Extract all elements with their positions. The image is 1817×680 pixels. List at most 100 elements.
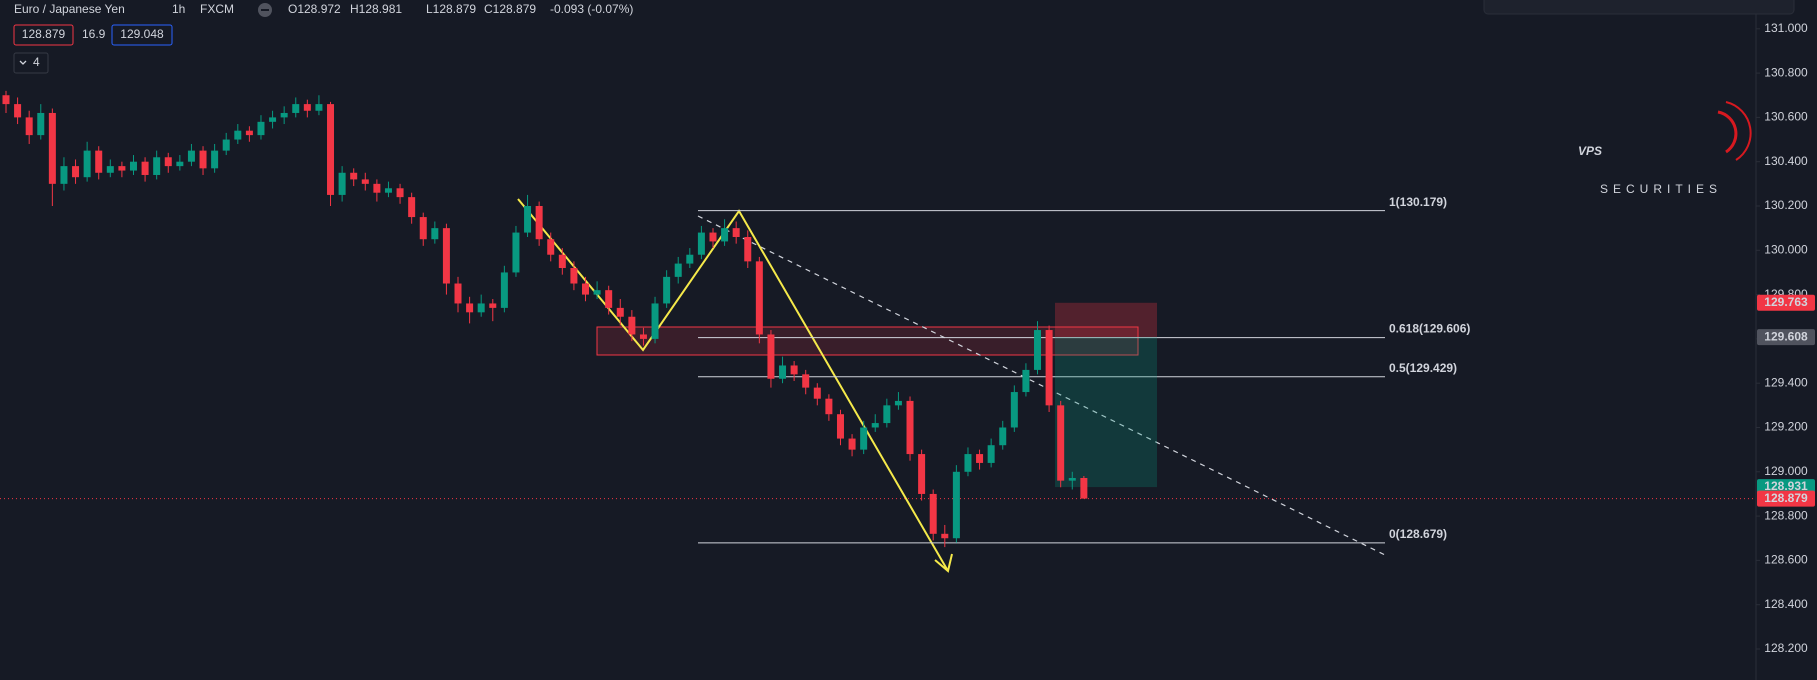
candle-body (118, 166, 126, 171)
spread: 16.9 (82, 27, 106, 41)
candle-body (894, 400, 902, 406)
candle-body (477, 303, 485, 313)
indicators-count: 4 (33, 55, 40, 69)
trendline (697, 215, 1386, 556)
price-label: 128.931 (1764, 479, 1808, 493)
candle-body (871, 423, 879, 428)
candle-body (141, 161, 149, 175)
y-tick-label: 131.000 (1764, 21, 1808, 35)
candle-body (860, 427, 868, 450)
candle-body (106, 166, 114, 173)
candle-body (976, 454, 984, 463)
candle-body (558, 254, 566, 269)
high: H128.981 (350, 2, 402, 16)
candle-body (303, 104, 311, 111)
candle-body (999, 427, 1007, 446)
candle-body (825, 398, 833, 415)
candle-body (628, 316, 636, 335)
exchange: FXCM (200, 2, 234, 16)
candle-body (25, 117, 33, 136)
y-tick-label: 130.000 (1764, 242, 1808, 256)
drawings: 1(130.179) 0.618(129.606) 0.5(129.429) 0(12… (517, 195, 1470, 573)
low: L128.879 (426, 2, 476, 16)
y-tick-label: 128.800 (1764, 508, 1808, 522)
y-tick-label: 129.000 (1764, 464, 1808, 478)
indicators-toggle[interactable] (13, 52, 49, 74)
close: C128.879 (484, 2, 536, 16)
candle-body (1010, 392, 1018, 428)
candle-body (524, 205, 532, 233)
candle-body (651, 303, 659, 339)
candle-body (280, 112, 288, 118)
price-label: 129.608 (1764, 329, 1808, 343)
candle-body (709, 232, 717, 242)
candle-body (187, 150, 195, 162)
candle-body (384, 188, 392, 193)
candle-body (964, 454, 972, 472)
logo: VPS SECURITIES (1578, 101, 1752, 196)
ask-box[interactable] (111, 24, 173, 46)
candle-body (1068, 477, 1076, 481)
y-tick-label: 128.600 (1764, 553, 1808, 567)
candle-body (234, 130, 242, 140)
candle-body (697, 232, 705, 255)
toolbar[interactable] (1483, 0, 1795, 15)
candle-body (350, 172, 358, 180)
candle-body (14, 104, 22, 118)
candle-body (779, 365, 787, 379)
candle-body (500, 272, 508, 308)
target-zone (1055, 337, 1157, 488)
open: O128.972 (288, 2, 341, 16)
candle-body (292, 104, 300, 113)
candle-body (582, 283, 589, 295)
candle-body (1022, 369, 1030, 393)
fib-label: 0(128.679) (1389, 527, 1447, 541)
candle-body (1045, 330, 1053, 406)
candle-body (431, 228, 439, 240)
candle-body (732, 228, 740, 238)
candle-body (72, 166, 80, 178)
candle-body (721, 228, 729, 242)
candle-body (547, 239, 555, 255)
candle-body (593, 290, 601, 295)
candle-body (489, 303, 497, 308)
candle-body (419, 217, 427, 240)
candle-body (222, 139, 230, 151)
candle-body (442, 228, 450, 284)
ask: 129.048 (120, 27, 164, 41)
candle-body (570, 268, 578, 284)
logo-wave (1725, 101, 1752, 161)
candle-body (512, 232, 520, 273)
header: Euro / Japanese Yen 1h FXCM O128.972 H12… (13, 2, 633, 74)
y-tick-label: 128.200 (1764, 641, 1808, 655)
candle-body (245, 130, 253, 136)
logo-wave (1717, 110, 1738, 154)
price-label: 129.763 (1764, 295, 1808, 309)
candle-body (1080, 477, 1088, 499)
candle-body (1057, 405, 1065, 481)
arrow-head (934, 553, 953, 573)
candle-body (176, 161, 184, 167)
y-tick-label: 130.600 (1764, 110, 1808, 124)
candle-body (813, 387, 821, 399)
candle-body (605, 290, 613, 308)
bid-box[interactable] (13, 24, 74, 46)
candle-body (755, 261, 763, 335)
candle-body (686, 254, 694, 264)
candle-body (199, 150, 207, 169)
candle-body (466, 303, 474, 313)
candle-body (361, 179, 369, 184)
candle-body (269, 117, 277, 122)
fib-label: 0.5(129.429) (1389, 361, 1457, 375)
candle-body (802, 374, 810, 388)
candle-body (848, 438, 856, 450)
candle-body (535, 205, 543, 240)
candle-body (257, 121, 265, 136)
candle-body (639, 334, 647, 339)
candle-body (987, 445, 995, 463)
change: -0.093 (-0.07%) (550, 2, 633, 16)
y-tick-label: 130.400 (1764, 154, 1808, 168)
candle-body (2, 95, 10, 105)
